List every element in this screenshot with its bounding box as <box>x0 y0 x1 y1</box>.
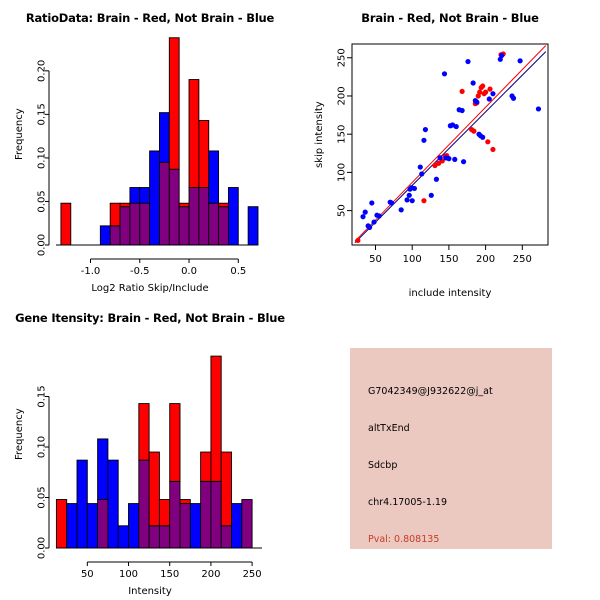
svg-text:100: 100 <box>337 163 348 182</box>
svg-text:200: 200 <box>476 254 495 265</box>
svg-text:250: 250 <box>243 569 262 580</box>
gene-info-panel: G7042349@J932622@j_at altTxEnd Sdcbp chr… <box>300 300 600 600</box>
svg-text:0.10: 0.10 <box>37 436 48 458</box>
locus-text: chr4.17005-1.19 <box>368 497 448 508</box>
svg-text:150: 150 <box>439 254 458 265</box>
gene-histogram-svg: 0.00 0.05 0.10 0.15 50 100 150 200 250 <box>37 355 262 580</box>
svg-text:0.10: 0.10 <box>37 147 48 169</box>
scatter-frame <box>351 43 549 246</box>
svg-text:250: 250 <box>513 254 532 265</box>
svg-text:0.05: 0.05 <box>37 486 48 508</box>
event-type-text: altTxEnd <box>368 423 410 434</box>
scatter-panel: Brain - Red, Not Brain - Blue include in… <box>300 0 600 300</box>
svg-text:100: 100 <box>119 569 138 580</box>
svg-text:200: 200 <box>337 86 348 105</box>
gene-histogram-panel: Gene Itensity: Brain - Red, Not Brain - … <box>0 300 300 600</box>
scatter-xlabel: include intensity <box>408 288 492 299</box>
svg-text:50: 50 <box>81 569 94 580</box>
svg-text:0.00: 0.00 <box>37 537 48 559</box>
svg-text:-0.5: -0.5 <box>130 266 150 277</box>
svg-text:0.5: 0.5 <box>230 266 246 277</box>
svg-text:0.05: 0.05 <box>37 190 48 212</box>
scatter-svg: 50 100 150 200 250 50 100 150 200 250 <box>337 43 549 265</box>
ratio-histogram-svg: 0.00 0.05 0.10 0.15 0.20 -1.0 -0.5 0.0 0.5 <box>37 37 259 277</box>
svg-text:50: 50 <box>369 254 382 265</box>
pval-text: Pval: 0.808135 <box>368 534 440 545</box>
scatter-reference-lines <box>354 45 547 244</box>
svg-text:-1.0: -1.0 <box>81 266 101 277</box>
svg-text:0.15: 0.15 <box>37 103 48 125</box>
svg-text:0.00: 0.00 <box>37 234 48 256</box>
scatter-axes: 50 100 150 200 250 50 100 150 200 250 <box>337 48 532 265</box>
svg-text:0.20: 0.20 <box>37 60 48 82</box>
gene-histogram-title: Gene Itensity: Brain - Red, Not Brain - … <box>15 311 285 325</box>
ratio-histogram-title: RatioData: Brain - Red, Not Brain - Blue <box>25 11 275 25</box>
svg-text:150: 150 <box>337 125 348 144</box>
ratio-histogram-panel: RatioData: Brain - Red, Not Brain - Blue… <box>0 0 300 300</box>
svg-text:0.15: 0.15 <box>37 385 48 407</box>
gene-histogram-axes: 0.00 0.05 0.10 0.15 50 100 150 200 250 <box>37 385 262 580</box>
ratio-histogram-axes: 0.00 0.05 0.10 0.15 0.20 -1.0 -0.5 0.0 0.5 <box>37 60 258 277</box>
gene-info-box: G7042349@J932622@j_at altTxEnd Sdcbp chr… <box>350 348 552 549</box>
svg-text:200: 200 <box>201 569 220 580</box>
gene-symbol-text: Sdcbp <box>368 460 398 471</box>
ratio-histogram-bars <box>60 37 259 246</box>
gene-histogram-xlabel: Intensity <box>128 586 172 597</box>
svg-text:100: 100 <box>403 254 422 265</box>
svg-text:150: 150 <box>160 569 179 580</box>
scatter-title: Brain - Red, Not Brain - Blue <box>361 11 539 25</box>
scatter-points <box>355 51 542 244</box>
ratio-histogram-xlabel: Log2 Ratio Skip/Include <box>91 283 209 294</box>
probe-id-text: G7042349@J932622@j_at <box>368 386 493 397</box>
svg-text:0.0: 0.0 <box>181 266 197 277</box>
svg-text:50: 50 <box>337 204 348 217</box>
gene-histogram-bars <box>55 355 253 549</box>
svg-text:250: 250 <box>337 48 348 67</box>
